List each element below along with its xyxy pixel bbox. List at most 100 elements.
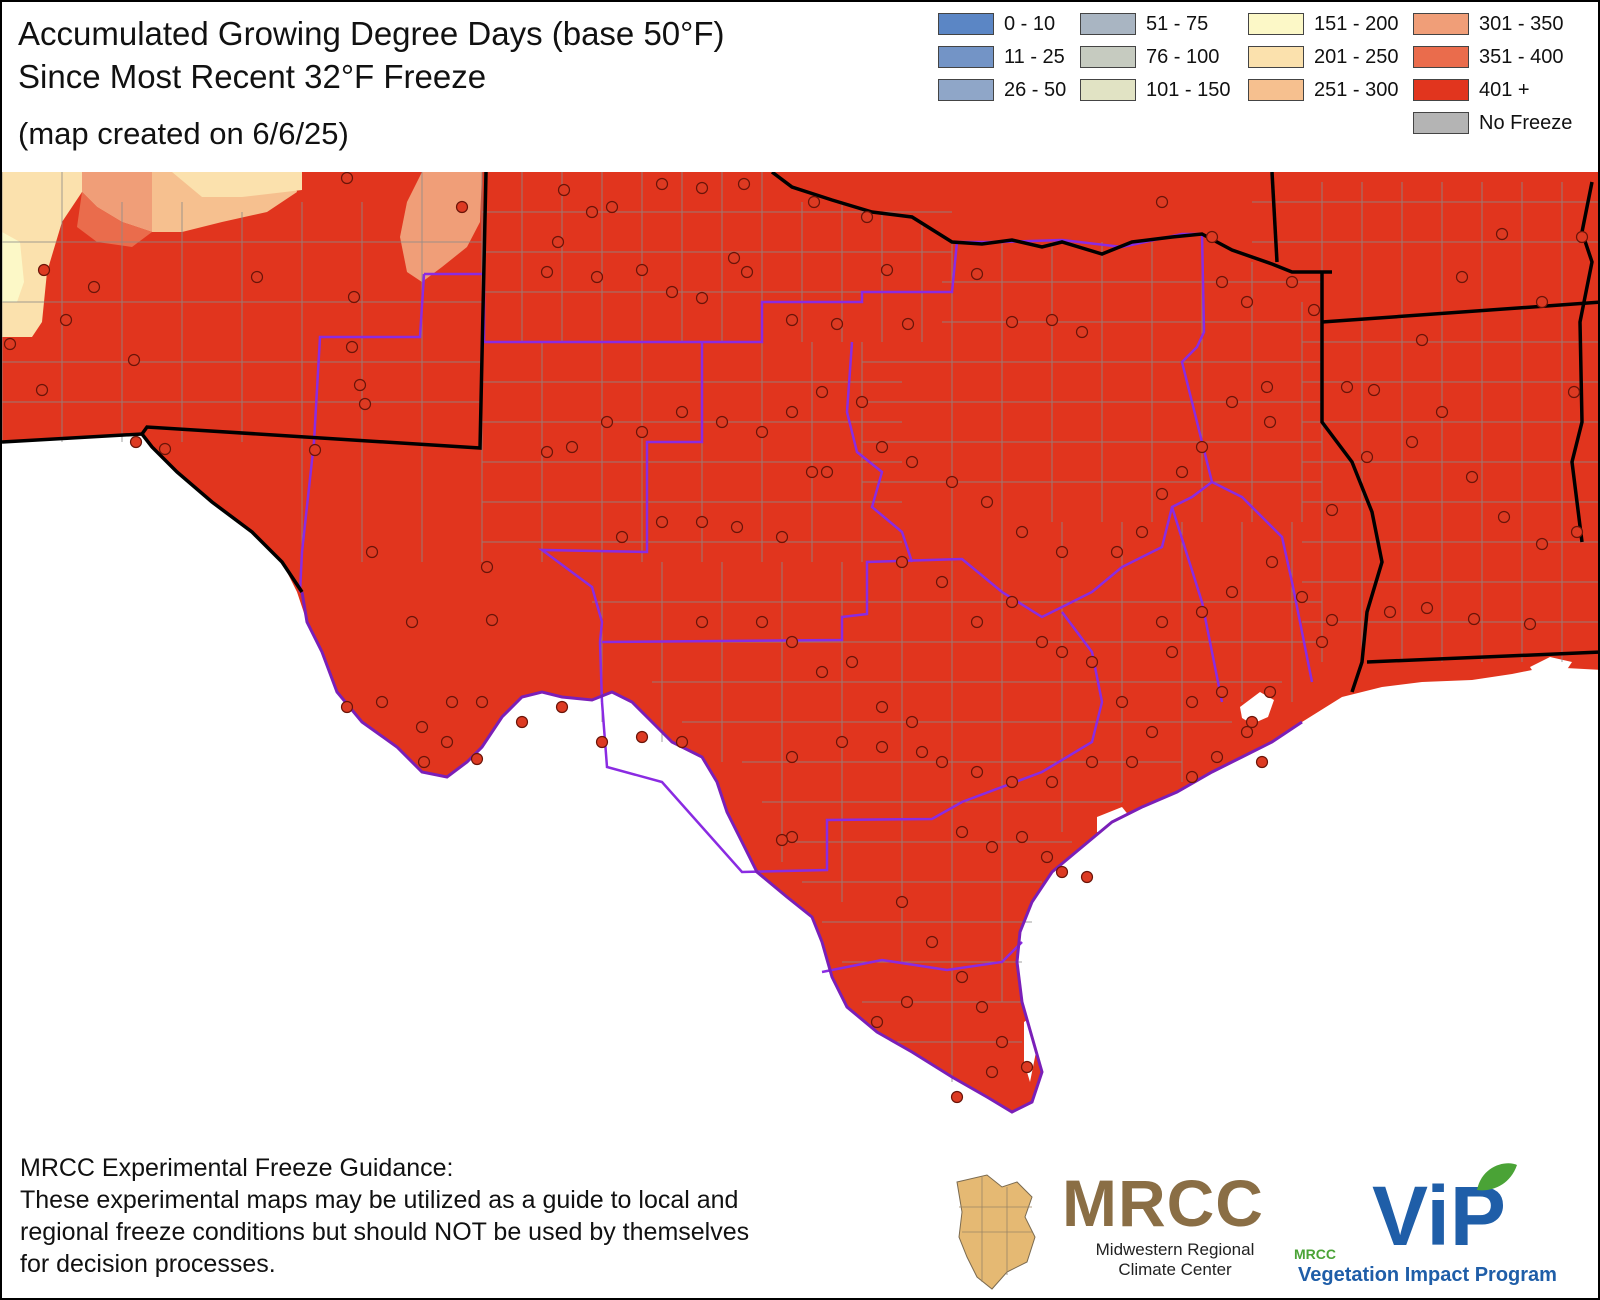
legend-item: 351 - 400	[1413, 43, 1564, 71]
station-marker	[540, 265, 554, 279]
station-marker	[695, 291, 709, 305]
station-marker	[565, 440, 579, 454]
legend-item: 51 - 75	[1080, 10, 1208, 38]
legend-swatch	[1413, 13, 1469, 35]
station-marker	[605, 200, 619, 214]
station-marker	[845, 655, 859, 669]
station-marker	[1415, 333, 1429, 347]
station-marker	[1015, 830, 1029, 844]
station-marker	[775, 833, 789, 847]
legend-label: 151 - 200	[1314, 12, 1399, 35]
station-marker	[440, 735, 454, 749]
legend-swatch	[1080, 79, 1136, 101]
station-marker	[1155, 615, 1169, 629]
station-marker	[1110, 545, 1124, 559]
station-marker	[1195, 440, 1209, 454]
legend-swatch	[1080, 46, 1136, 68]
leaf-icon	[1477, 1163, 1517, 1191]
legend-item: 11 - 25	[938, 43, 1065, 71]
station-marker	[715, 415, 729, 429]
station-marker	[127, 353, 141, 367]
legend-label: 26 - 50	[1004, 78, 1067, 101]
station-marker	[900, 995, 914, 1009]
station-marker	[1215, 275, 1229, 289]
station-marker	[1307, 303, 1321, 317]
station-marker	[695, 615, 709, 629]
station-marker	[515, 715, 529, 729]
station-marker	[1265, 555, 1279, 569]
station-marker	[485, 613, 499, 627]
legend-swatch	[938, 13, 994, 35]
station-marker	[1240, 295, 1254, 309]
station-marker	[730, 520, 744, 534]
station-marker	[945, 475, 959, 489]
legend-label: 251 - 300	[1314, 78, 1399, 101]
station-marker	[905, 715, 919, 729]
legend-label: 0 - 10	[1004, 12, 1056, 35]
station-marker	[970, 267, 984, 281]
station-marker	[250, 270, 264, 284]
station-marker	[1035, 635, 1049, 649]
station-marker	[635, 730, 649, 744]
station-marker	[1045, 775, 1059, 789]
station-marker	[1523, 617, 1537, 631]
station-marker	[695, 515, 709, 529]
station-marker	[3, 337, 17, 351]
station-marker	[1020, 1060, 1034, 1074]
station-marker	[365, 545, 379, 559]
region-boundaries	[298, 232, 1314, 974]
disclaimer-line-2: These experimental maps may be utilized …	[20, 1186, 739, 1214]
legend-item: No Freeze	[1413, 109, 1572, 137]
station-marker	[1360, 450, 1374, 464]
station-marker	[1055, 545, 1069, 559]
station-marker	[1005, 595, 1019, 609]
station-marker	[815, 665, 829, 679]
station-marker	[905, 455, 919, 469]
station-marker	[740, 265, 754, 279]
legend-item: 101 - 150	[1080, 76, 1231, 104]
station-marker	[1040, 850, 1054, 864]
station-marker	[470, 752, 484, 766]
legend: 0 - 10 11 - 25 26 - 50 51 - 75 76 - 100 101 -…	[938, 10, 1588, 140]
mexico-area	[2, 434, 1012, 1132]
station-marker	[675, 405, 689, 419]
zone-201-250-top	[172, 172, 302, 197]
legend-item: 201 - 250	[1248, 43, 1399, 71]
station-marker	[785, 750, 799, 764]
station-marker	[455, 200, 469, 214]
station-marker	[860, 210, 874, 224]
station-marker	[555, 700, 569, 714]
station-marker	[1263, 685, 1277, 699]
legend-item: 301 - 350	[1413, 10, 1564, 38]
galveston-bay	[1240, 692, 1274, 724]
station-marker	[1225, 395, 1239, 409]
station-marker	[955, 825, 969, 839]
gdd-map	[2, 172, 1598, 1132]
vip-program-name: Vegetation Impact Program	[1298, 1264, 1557, 1286]
station-marker	[1175, 465, 1189, 479]
zone-301-350-edge	[77, 192, 152, 247]
station-marker	[1240, 725, 1254, 739]
station-marker	[1005, 775, 1019, 789]
station-marker	[635, 425, 649, 439]
station-marker	[1115, 695, 1129, 709]
station-marker	[347, 290, 361, 304]
station-marker	[655, 515, 669, 529]
station-marker	[1495, 227, 1509, 241]
station-marker	[1420, 601, 1434, 615]
station-marker	[1005, 315, 1019, 329]
station-marker	[980, 495, 994, 509]
station-marker	[540, 445, 554, 459]
disclaimer: MRCC Experimental Freeze Guidance: These…	[20, 1152, 900, 1280]
station-marker	[1080, 870, 1094, 884]
disclaimer-line-4: for decision processes.	[20, 1250, 276, 1278]
station-marker	[87, 280, 101, 294]
station-marker	[1085, 755, 1099, 769]
legend-label: 11 - 25	[1004, 45, 1065, 68]
zone-101-150-nw	[2, 232, 24, 302]
station-marker	[1467, 612, 1481, 626]
station-marker	[1125, 755, 1139, 769]
station-marker	[1185, 695, 1199, 709]
station-marker	[405, 615, 419, 629]
legend-swatch	[1413, 79, 1469, 101]
